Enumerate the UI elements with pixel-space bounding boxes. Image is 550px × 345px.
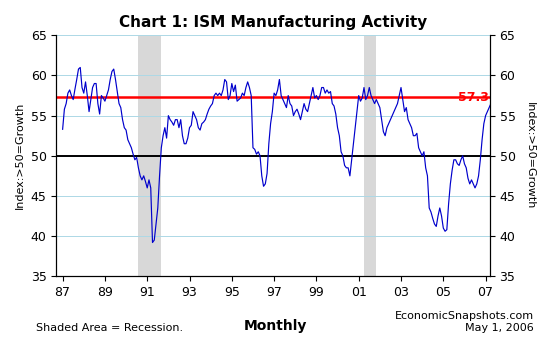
Text: 57.3: 57.3 [458,91,489,103]
Y-axis label: Index:>50=Growth: Index:>50=Growth [15,102,25,209]
Title: Chart 1: ISM Manufacturing Activity: Chart 1: ISM Manufacturing Activity [119,15,427,30]
Bar [364,35,376,276]
Text: Shaded Area = Recession.: Shaded Area = Recession. [36,323,183,333]
Text: Monthly: Monthly [243,319,307,333]
Bar [139,35,161,276]
Y-axis label: Index:>50=Growth: Index:>50=Growth [525,102,535,209]
Text: EconomicSnapshots.com
May 1, 2006: EconomicSnapshots.com May 1, 2006 [394,311,534,333]
